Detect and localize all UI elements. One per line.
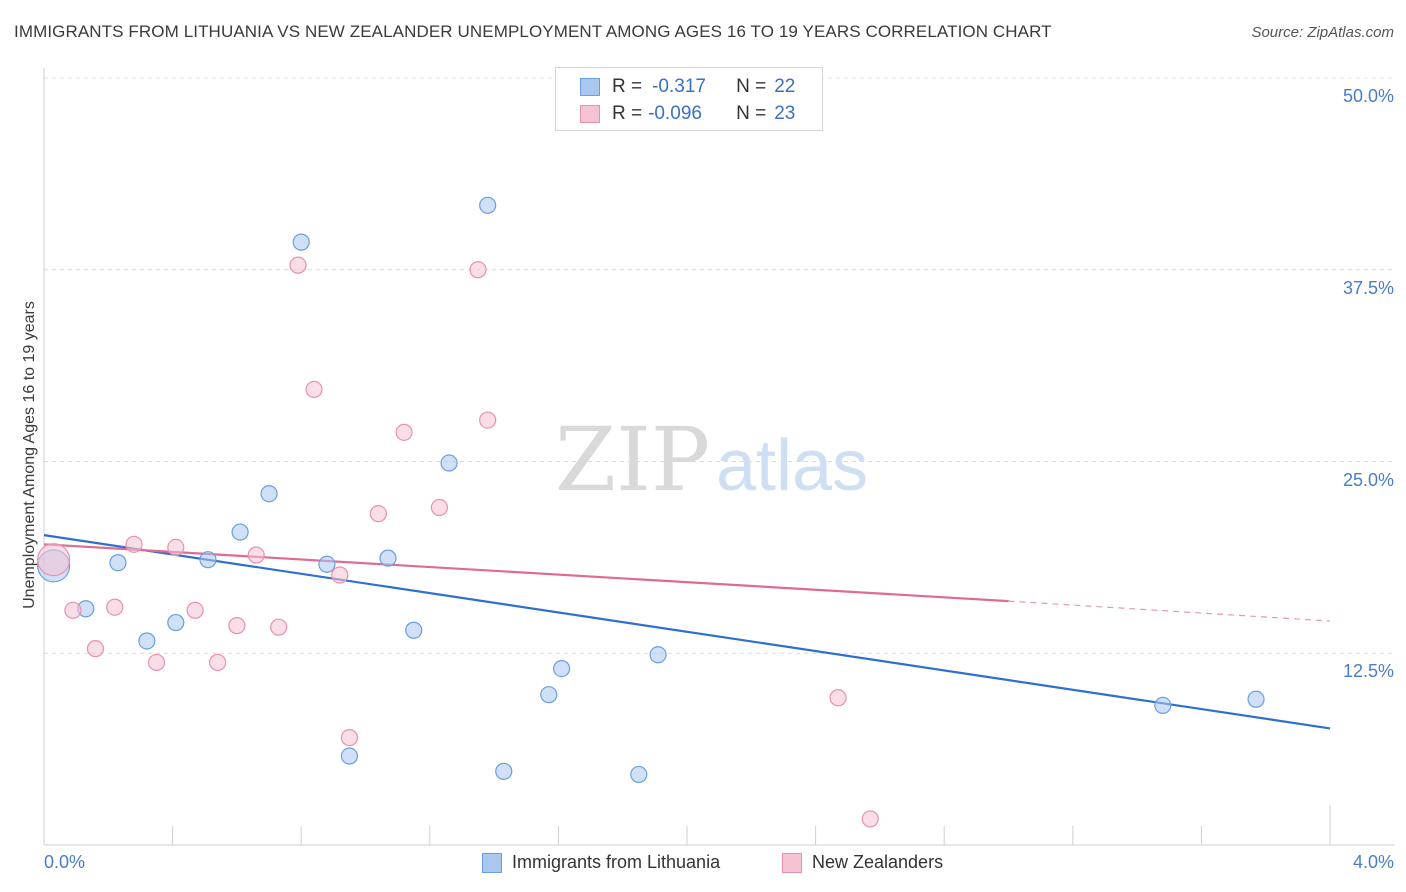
point-lithuania: [379, 549, 397, 567]
point-lithuania: [440, 454, 458, 472]
point-lithuania: [1154, 696, 1172, 715]
point-lithuania: [231, 523, 249, 541]
axes: [43, 68, 1395, 846]
point-new-zealanders: [247, 546, 265, 564]
point-lithuania: [340, 747, 359, 765]
point-lithuania: [199, 551, 217, 569]
point-new-zealanders: [106, 598, 124, 616]
x-tick-label-max: 4.0%: [1352, 852, 1394, 872]
point-new-zealanders: [861, 810, 879, 828]
point-new-zealanders: [125, 535, 143, 553]
n-label: N =: [736, 103, 767, 124]
legend-swatch-lithuania: [482, 852, 502, 873]
point-lithuania: [1247, 690, 1265, 708]
y-tick-label: 12.5%: [1342, 661, 1394, 682]
point-lithuania: [167, 613, 185, 632]
point-new-zealanders: [209, 653, 227, 672]
trend-line-lithuania: [43, 534, 1331, 730]
point-new-zealanders: [430, 498, 449, 517]
point-lithuania: [630, 765, 648, 784]
point-new-zealanders: [289, 256, 307, 274]
lithuania-swatch: [580, 78, 600, 96]
point-new-zealanders: [86, 640, 105, 658]
n-value-new-zealanders: 23: [774, 103, 796, 124]
r-value-lithuania: -0.317: [652, 76, 706, 97]
stats-row-new-zealanders: R = -0.096 N = 23: [580, 101, 795, 127]
legend-label-new-zealanders: New Zealanders: [812, 852, 944, 872]
point-lithuania: [495, 762, 513, 780]
watermark-zip: ZIP: [555, 408, 710, 511]
legend-swatch-new-zealanders: [782, 852, 802, 873]
chart-title: IMMIGRANTS FROM LITHUANIA VS NEW ZEALAND…: [14, 22, 1052, 41]
point-new-zealanders: [270, 618, 288, 636]
r-value-new-zealanders: -0.096: [648, 103, 702, 124]
point-new-zealanders: [829, 689, 847, 707]
r-label: R =: [612, 76, 643, 97]
point-lithuania: [109, 554, 127, 572]
watermark: ZIP atlas: [555, 408, 868, 511]
y-tick-label: 37.5%: [1342, 277, 1394, 298]
point-new-zealanders: [64, 601, 82, 619]
point-new-zealanders: [186, 601, 204, 619]
point-lithuania: [553, 659, 571, 678]
new-zealanders-swatch: [580, 105, 600, 123]
point-new-zealanders: [340, 729, 359, 747]
point-new-zealanders: [147, 653, 166, 672]
x-tick-label-min: 0.0%: [44, 852, 86, 872]
point-new-zealanders: [331, 566, 349, 584]
point-new-zealanders: [395, 423, 413, 441]
point-new-zealanders: [369, 505, 387, 523]
point-new-zealanders: [228, 617, 246, 635]
point-lithuania: [318, 555, 336, 573]
y-tick-label: 25.0%: [1342, 469, 1394, 490]
stats-legend: R = -0.317 N = 22 R = -0.096 N = 23: [555, 67, 823, 131]
series-legend: Immigrants from Lithuania New Zealanders: [0, 852, 1406, 878]
trend-line-new-zealanders: [43, 543, 1009, 603]
n-label: N =: [736, 76, 767, 97]
y-tick-label: 50.0%: [1342, 86, 1394, 106]
watermark-atlas: atlas: [716, 426, 868, 506]
source-label: Source: ZipAtlas.com: [1251, 24, 1394, 41]
point-new-zealanders: [479, 411, 497, 429]
r-label: R =: [612, 103, 643, 124]
legend-label-lithuania: Immigrants from Lithuania: [512, 852, 721, 872]
point-lithuania: [479, 196, 497, 214]
point-new-zealanders: [469, 261, 487, 279]
point-new-zealanders: [305, 380, 323, 399]
point-lithuania: [405, 621, 423, 639]
point-lithuania: [540, 686, 558, 704]
point-lithuania: [138, 632, 156, 650]
point-lithuania: [260, 485, 278, 503]
point-lithuania: [649, 646, 667, 664]
legend-item-lithuania[interactable]: Immigrants from Lithuania: [482, 852, 720, 873]
point-lithuania: [292, 233, 310, 251]
trend-line-extension-new-zealanders: [1008, 600, 1331, 622]
data-points: [37, 196, 1265, 828]
n-value-lithuania: 22: [774, 76, 796, 97]
legend-item-new-zealanders[interactable]: New Zealanders: [782, 852, 943, 873]
point-new-zealanders: [37, 543, 71, 577]
stats-row-lithuania: R = -0.317 N = 22: [580, 74, 795, 100]
point-new-zealanders: [167, 538, 185, 557]
gridlines: [44, 77, 1395, 654]
